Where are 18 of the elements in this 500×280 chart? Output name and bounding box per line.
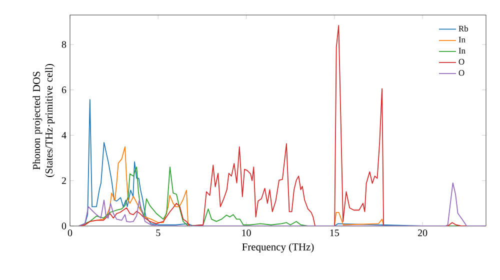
x-tick-label: 15 bbox=[330, 230, 340, 236]
x-tick-label: 20 bbox=[418, 230, 428, 236]
line-series bbox=[78, 182, 486, 226]
y-tick-label: 8 bbox=[62, 41, 66, 48]
y-tick-label: 6 bbox=[62, 86, 66, 94]
y-tick-label: 2 bbox=[62, 177, 66, 184]
x-tick-label: 5 bbox=[156, 230, 160, 236]
legend-label: In bbox=[458, 48, 466, 54]
legend-label: Rb bbox=[458, 26, 468, 32]
legend-label: In bbox=[458, 36, 466, 42]
y-tick-label: 4 bbox=[62, 132, 66, 139]
x-axis-title: Frequency (THz) bbox=[242, 243, 314, 253]
x-tick-label: 10 bbox=[242, 230, 251, 236]
y-tick-label: 0 bbox=[62, 222, 66, 230]
x-tick-label: 0 bbox=[68, 230, 72, 236]
y-axis-title: Phonon projected DOS (States/THz·primitive cell) bbox=[32, 64, 55, 177]
legend-label: O bbox=[458, 70, 464, 76]
legend-label: O bbox=[458, 58, 464, 65]
